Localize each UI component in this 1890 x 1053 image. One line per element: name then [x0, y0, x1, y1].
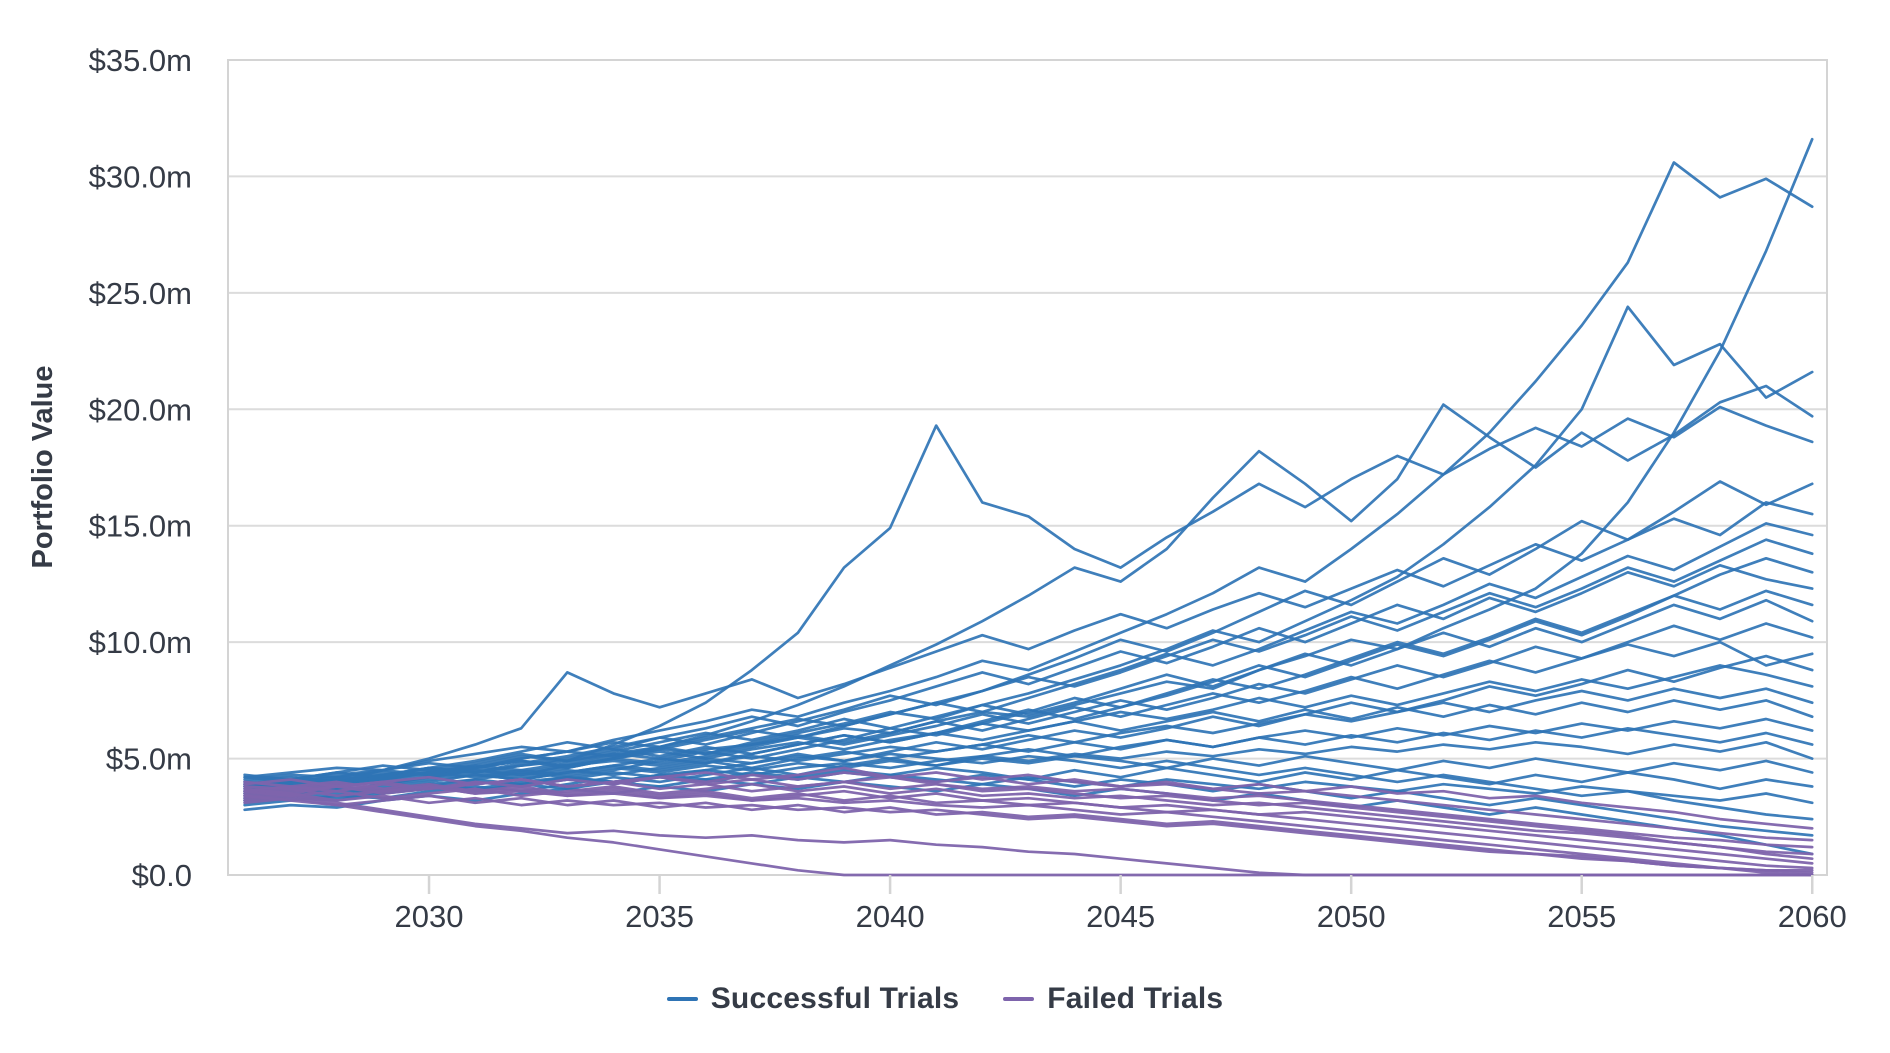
axis-layer: $0.0 $5.0m $10.0m $15.0m $20.0m $25.0m $30.0m $… — [89, 43, 1847, 934]
legend: Successful Trials Failed Trials — [0, 982, 1890, 1016]
trial-line-failed — [243, 766, 1814, 842]
x-tick-label: 2035 — [625, 899, 694, 934]
trial-line-successful — [243, 161, 1814, 779]
trial-line-successful — [243, 726, 1814, 791]
x-tick-label: 2040 — [856, 899, 925, 934]
trial-line-successful — [243, 687, 1814, 795]
trial-line-successful — [243, 405, 1814, 795]
failed-trials-line-swatch-icon — [1003, 997, 1035, 1001]
y-axis-title: Portfolio Value — [27, 365, 59, 568]
y-tick-label: $15.0m — [89, 509, 192, 544]
y-tick-label: $35.0m — [89, 43, 192, 78]
trial-line-failed — [243, 794, 1814, 877]
x-tick-label: 2060 — [1778, 899, 1847, 934]
y-tick-label: $10.0m — [89, 625, 192, 660]
y-tick-label: $30.0m — [89, 159, 192, 194]
trial-line-successful — [243, 771, 1814, 837]
trial-line-successful — [243, 501, 1814, 800]
legend-item-failed-trials[interactable]: Failed Trials — [1003, 982, 1223, 1016]
successful-trials-line-swatch-icon — [666, 997, 698, 1001]
trial-line-failed — [243, 794, 1814, 877]
trial-line-failed — [243, 789, 1814, 877]
plot-canvas: $0.0 $5.0m $10.0m $15.0m $20.0m $25.0m $30.0m $… — [27, 43, 1847, 934]
trial-line-successful — [243, 538, 1814, 781]
legend-label-failed-trials: Failed Trials — [1047, 982, 1224, 1015]
trial-line-failed — [243, 771, 1814, 830]
x-tick-label: 2055 — [1547, 899, 1616, 934]
trial-line-successful — [243, 754, 1814, 786]
x-tick-label: 2050 — [1317, 899, 1386, 934]
y-tick-label: $5.0m — [106, 742, 192, 777]
y-tick-label: $25.0m — [89, 276, 192, 311]
legend-label-successful-trials: Successful Trials — [710, 982, 960, 1015]
trial-line-successful — [243, 480, 1814, 788]
legend-item-successful-trials[interactable]: Successful Trials — [666, 982, 960, 1016]
trial-line-successful — [243, 137, 1814, 786]
y-tick-label: $0.0 — [132, 858, 192, 893]
x-tick-label: 2030 — [395, 899, 464, 934]
trial-line-successful — [243, 699, 1814, 784]
trial-line-successful — [243, 598, 1814, 781]
y-tick-label: $20.0m — [89, 392, 192, 427]
trial-line-failed — [243, 780, 1814, 870]
trial-lines-layer — [243, 137, 1814, 877]
trial-line-failed — [243, 782, 1814, 856]
trial-line-successful — [243, 752, 1814, 821]
trial-line-failed — [243, 785, 1814, 865]
trial-line-successful — [243, 563, 1814, 786]
x-tick-label: 2045 — [1086, 899, 1155, 934]
